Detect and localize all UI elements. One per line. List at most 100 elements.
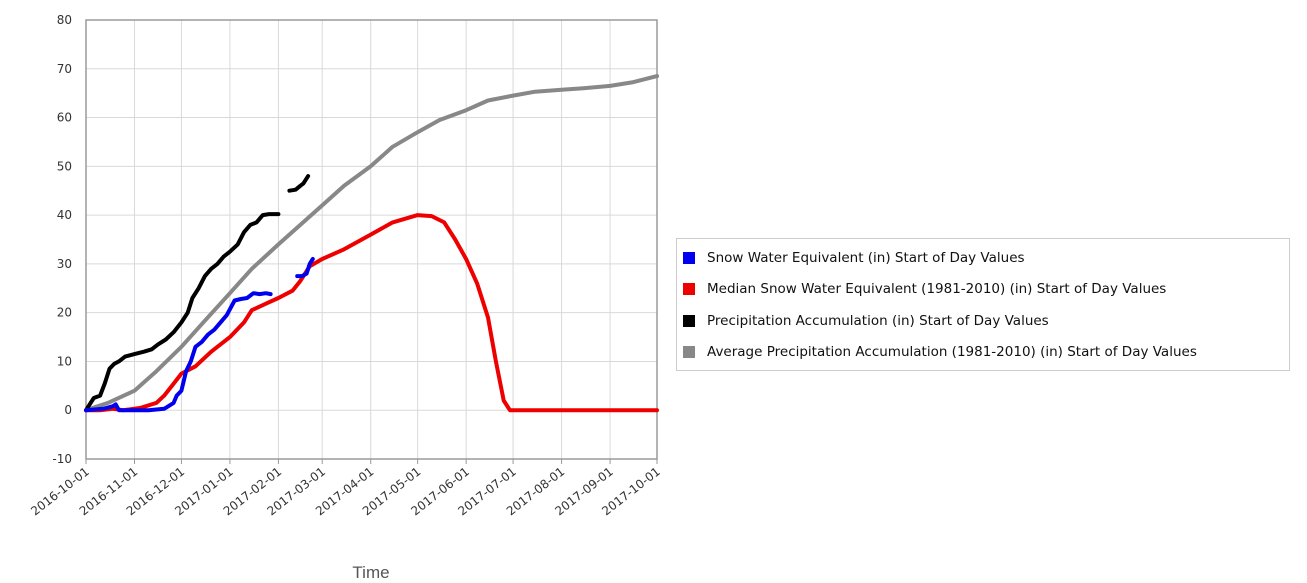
data-point: [431, 215, 433, 217]
data-point: [104, 382, 106, 384]
data-point: [229, 251, 231, 253]
data-point: [631, 81, 633, 83]
legend-label-median-swe: Median Snow Water Equivalent (1981-2010)…: [707, 281, 1167, 298]
data-point: [392, 221, 394, 223]
series-line: [84, 213, 659, 413]
data-point: [115, 403, 117, 405]
data-point: [443, 221, 445, 223]
legend-swatch-avg-precip: [683, 346, 695, 359]
data-point: [220, 321, 221, 323]
data-point: [292, 290, 293, 292]
data-point: [109, 368, 110, 370]
legend-label-precip: Precipitation Accumulation (in) Start of…: [707, 312, 1049, 329]
y-tick-label: 20: [57, 306, 72, 320]
y-tick-label: -10: [52, 452, 72, 466]
series-line: [287, 174, 311, 193]
y-axis-tick-labels: 80 70 60 50 40 30 20 10 0 -10: [52, 13, 72, 466]
data-point: [195, 346, 196, 348]
legend-item-swe[interactable]: Snow Water Equivalent (in) Start of Day …: [677, 242, 1289, 274]
legend-item-median-swe[interactable]: Median Snow Water Equivalent (1981-2010)…: [677, 274, 1289, 306]
data-point: [656, 75, 658, 77]
data-point: [270, 293, 272, 295]
data-point: [306, 273, 308, 275]
data-point: [223, 256, 225, 258]
legend-label-avg-precip: Average Precipitation Accumulation (1981…: [707, 344, 1197, 361]
legend-swatch-median-swe: [683, 283, 695, 296]
y-tick-label: 50: [57, 159, 72, 173]
data-point: [173, 402, 175, 404]
data-point: [134, 390, 135, 392]
data-point: [302, 182, 304, 184]
data-point: [299, 185, 301, 187]
data-point: [213, 329, 215, 331]
series-2: [84, 174, 311, 413]
y-tick-label: 0: [64, 403, 72, 417]
data-point: [201, 341, 203, 343]
data-point: [454, 239, 456, 240]
data-point: [299, 224, 301, 226]
legend-item-avg-precip[interactable]: Average Precipitation Accumulation (1981…: [677, 337, 1289, 369]
series-0: [84, 257, 315, 413]
data-point: [180, 321, 182, 323]
data-point: [417, 214, 419, 216]
data-point: [202, 321, 204, 323]
series-line: [84, 74, 659, 413]
data-point: [234, 300, 236, 301]
data-point: [277, 243, 279, 245]
data-point: [288, 190, 290, 192]
legend-label-swe: Snow Water Equivalent (in) Start of Day …: [707, 249, 1025, 266]
y-tick-label: 80: [57, 13, 72, 27]
data-point: [299, 280, 301, 282]
data-point: [301, 275, 303, 277]
data-point: [561, 89, 563, 91]
data-point: [198, 287, 200, 289]
data-point: [112, 405, 114, 407]
data-point: [185, 370, 187, 372]
x-axis-title: Time: [352, 563, 389, 582]
data-point: [163, 395, 165, 397]
data-point: [487, 317, 489, 318]
data-point: [134, 353, 135, 355]
data-point: [187, 312, 189, 314]
data-point: [503, 400, 505, 401]
data-point: [487, 100, 489, 101]
data-point: [163, 408, 165, 410]
legend-item-precip[interactable]: Precipitation Accumulation (in) Start of…: [677, 305, 1289, 337]
data-point: [243, 321, 245, 323]
legend-swatch-swe: [683, 251, 695, 264]
data-point: [99, 395, 101, 397]
data-point: [296, 275, 298, 277]
x-axis-tick-labels: 2016-10-012016-11-012016-12-012017-01-01…: [28, 464, 663, 518]
data-point: [256, 221, 257, 223]
data-point: [204, 275, 206, 277]
data-point: [370, 234, 372, 236]
data-point: [251, 268, 253, 270]
data-point: [392, 146, 394, 148]
data-point: [246, 297, 248, 299]
chart-legend: Snow Water Equivalent (in) Start of Day …: [676, 238, 1290, 371]
data-point: [176, 395, 178, 397]
data-point: [277, 297, 279, 299]
data-point: [216, 263, 218, 265]
data-point: [465, 109, 467, 111]
data-point: [534, 91, 536, 93]
data-point: [140, 407, 142, 409]
data-point: [465, 258, 467, 260]
plot-area-frame: [85, 19, 658, 460]
data-point: [165, 339, 167, 340]
data-point: [107, 402, 109, 404]
legend-swatch-precip: [683, 314, 695, 327]
y-tick-label: 10: [57, 354, 72, 368]
data-point: [249, 224, 251, 226]
data-point: [226, 314, 228, 316]
data-point: [307, 175, 309, 177]
data-point: [252, 292, 254, 294]
series-line: [295, 257, 315, 279]
axes: [85, 19, 658, 464]
data-point: [113, 363, 115, 365]
data-point: [93, 397, 95, 399]
y-tick-label: 70: [57, 62, 72, 76]
data-point: [210, 268, 212, 270]
data-point: [312, 258, 314, 260]
